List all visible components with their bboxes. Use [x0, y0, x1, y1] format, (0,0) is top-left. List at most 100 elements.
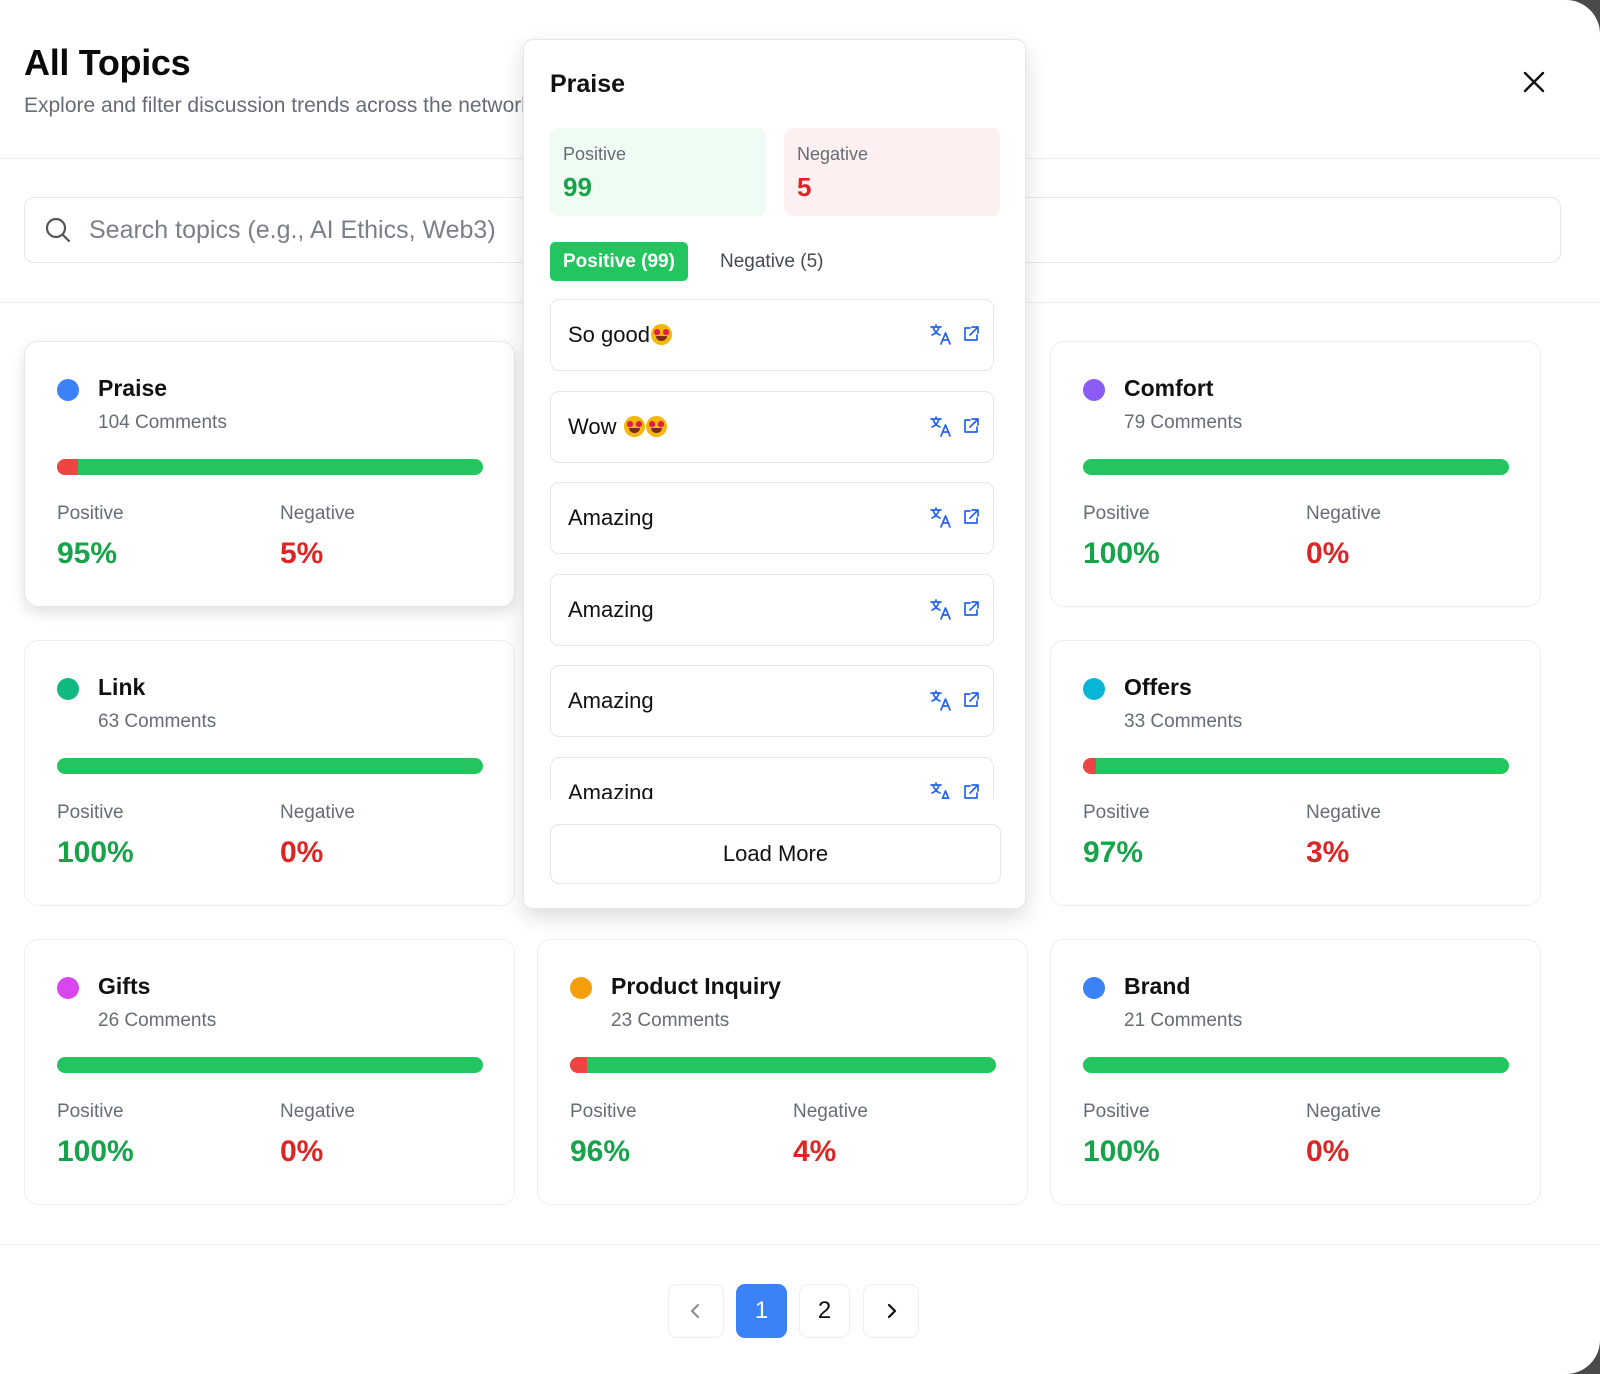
sentiment-bar — [57, 758, 483, 774]
chevron-left-icon — [691, 1304, 699, 1318]
comment-item: So good — [550, 299, 994, 371]
comment-list[interactable]: So good Wow Amazing Amazing Amazing Amaz… — [550, 299, 996, 799]
topic-card[interactable]: Gifts 26 Comments Positive Negative 100%… — [24, 939, 515, 1205]
topic-color-dot — [1083, 678, 1105, 700]
comment-item: Amazing — [550, 665, 994, 737]
negative-summary-label: Negative — [797, 144, 869, 164]
heart-eyes-emoji-icon — [650, 324, 672, 345]
comment-item: Amazing — [550, 482, 994, 554]
translate-icon[interactable] — [929, 780, 953, 799]
negative-label: Negative — [793, 1101, 868, 1122]
external-link-icon[interactable] — [959, 322, 983, 346]
topic-card[interactable]: Praise 104 Comments Positive Negative 95… — [24, 341, 515, 607]
chevron-right-icon — [887, 1303, 897, 1319]
topic-color-dot — [57, 977, 79, 999]
topic-card[interactable]: Product Inquiry 23 Comments Positive Neg… — [537, 939, 1028, 1205]
topic-color-dot — [570, 977, 592, 999]
positive-label: Positive — [57, 802, 124, 823]
translate-icon[interactable] — [929, 505, 953, 529]
topic-comment-count: 79 Comments — [1124, 412, 1243, 433]
positive-summary: Positive 99 — [550, 128, 766, 216]
topic-card[interactable]: Link 63 Comments Positive Negative 100% … — [24, 640, 515, 906]
external-link-icon[interactable] — [959, 780, 983, 800]
translate-icon[interactable] — [929, 688, 953, 712]
comment-text: Wow — [568, 414, 667, 440]
positive-summary-value: 99 — [563, 172, 592, 202]
sentiment-bar — [1083, 1057, 1509, 1073]
next-page-button[interactable] — [863, 1284, 919, 1338]
negative-label: Negative — [280, 1101, 355, 1122]
comment-item: Wow — [550, 390, 994, 463]
positive-percentage: 100% — [1083, 1135, 1160, 1168]
close-button[interactable] — [1514, 62, 1554, 102]
positive-percentage: 100% — [57, 836, 134, 869]
comment-text-value: Amazing — [568, 688, 654, 713]
comment-text: Amazing — [568, 597, 654, 623]
topic-name: Praise — [98, 375, 168, 401]
topic-comment-count: 63 Comments — [98, 711, 217, 732]
positive-label: Positive — [1083, 1101, 1150, 1122]
page-2-button[interactable]: 2 — [799, 1284, 850, 1338]
translate-icon[interactable] — [929, 414, 953, 438]
topic-card[interactable]: Brand 21 Comments Positive Negative 100%… — [1050, 939, 1541, 1205]
negative-label: Negative — [1306, 503, 1381, 524]
positive-percentage: 95% — [57, 537, 118, 570]
translate-icon[interactable] — [929, 597, 953, 621]
positive-label: Positive — [570, 1101, 637, 1122]
sentiment-bar — [1083, 459, 1509, 475]
search-icon — [43, 215, 73, 245]
comment-text-value: Wow — [568, 413, 623, 439]
external-link-icon[interactable] — [959, 414, 983, 438]
topic-name: Offers — [1124, 674, 1192, 700]
comment-text-value: Amazing — [568, 505, 654, 530]
load-more-button[interactable]: Load More — [550, 824, 1001, 884]
topic-comment-count: 33 Comments — [1124, 711, 1243, 732]
comment-text-value: So good — [568, 322, 650, 347]
footer-divider — [0, 1244, 1600, 1245]
negative-percentage: 0% — [280, 836, 324, 869]
negative-label: Negative — [280, 503, 355, 524]
sentiment-bar-negative — [1083, 758, 1096, 774]
page-subtitle: Explore and filter discussion trends acr… — [24, 94, 532, 117]
comment-text: Amazing — [568, 780, 654, 800]
tab-positive[interactable]: Positive (99) — [550, 242, 688, 281]
topic-comment-count: 104 Comments — [98, 412, 227, 433]
topic-color-dot — [57, 379, 79, 401]
translate-icon[interactable] — [929, 322, 953, 346]
comment-item: Amazing — [550, 573, 994, 646]
heart-eyes-emoji-icon — [623, 415, 645, 437]
topic-name: Product Inquiry — [611, 973, 781, 999]
positive-percentage: 97% — [1083, 836, 1144, 869]
heart-eyes-emoji-icon — [645, 415, 667, 437]
positive-label: Positive — [1083, 503, 1150, 524]
topic-name: Brand — [1124, 973, 1191, 999]
positive-label: Positive — [57, 1101, 124, 1122]
topic-color-dot — [1083, 977, 1105, 999]
negative-label: Negative — [1306, 1101, 1381, 1122]
topic-color-dot — [1083, 379, 1105, 401]
sentiment-bar-negative — [57, 459, 79, 475]
sentiment-bar — [1083, 758, 1509, 774]
prev-page-button[interactable] — [668, 1284, 724, 1338]
sentiment-bar — [57, 459, 483, 475]
page-title: All Topics — [24, 42, 191, 83]
negative-percentage: 3% — [1306, 836, 1350, 869]
topic-name: Gifts — [98, 973, 151, 999]
positive-label: Positive — [57, 503, 124, 524]
topic-card[interactable]: Comfort 79 Comments Positive Negative 10… — [1050, 341, 1541, 607]
topic-comment-count: 26 Comments — [98, 1010, 217, 1031]
positive-summary-label: Positive — [563, 144, 627, 164]
topic-color-dot — [57, 678, 79, 700]
page-1-button[interactable]: 1 — [736, 1284, 787, 1338]
external-link-icon[interactable] — [959, 597, 983, 621]
sentiment-bar — [570, 1057, 996, 1073]
sentiment-bar-negative — [570, 1057, 588, 1073]
external-link-icon[interactable] — [959, 688, 983, 712]
topic-card[interactable]: Offers 33 Comments Positive Negative 97%… — [1050, 640, 1541, 906]
positive-percentage: 100% — [57, 1135, 134, 1168]
negative-summary-value: 5 — [797, 172, 812, 202]
tab-negative[interactable]: Negative (5) — [720, 250, 824, 272]
external-link-icon[interactable] — [959, 505, 983, 529]
modal-header: All Topics Explore and filter discussion… — [24, 42, 532, 118]
